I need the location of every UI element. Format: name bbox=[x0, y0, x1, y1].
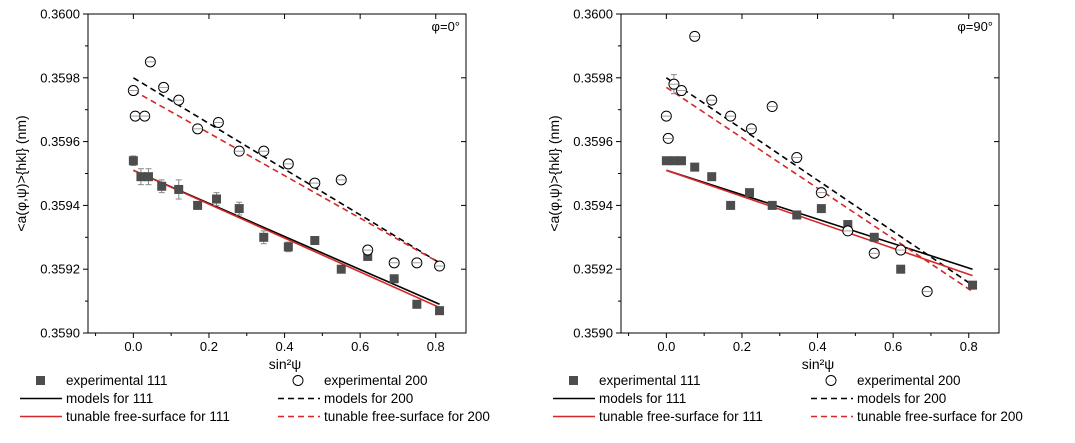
y-tick-label: 0.3592 bbox=[40, 262, 80, 277]
data-point-111 bbox=[234, 204, 244, 214]
legend-item-experimental-111: experimental 111 bbox=[36, 373, 168, 388]
y-tick-label: 0.3598 bbox=[573, 70, 613, 85]
y-tick-label: 0.3596 bbox=[573, 134, 613, 149]
y-tick-label: 0.3594 bbox=[573, 198, 613, 213]
data-point-111 bbox=[389, 274, 399, 284]
y-tick-label: 0.3600 bbox=[40, 7, 80, 22]
legend: experimental 111 experimental 200 models f… bbox=[553, 373, 1023, 424]
legend-swatch-square bbox=[569, 376, 578, 385]
data-point-111 bbox=[128, 156, 138, 166]
data-point-111 bbox=[283, 242, 293, 252]
x-tick-label: 0.4 bbox=[276, 339, 294, 354]
legend-label: experimental 200 bbox=[324, 373, 428, 388]
data-point-111 bbox=[968, 280, 978, 290]
fit-line-3 bbox=[665, 77, 973, 286]
legend-item-models-111: models for 111 bbox=[20, 391, 153, 406]
fit-line-2 bbox=[666, 169, 973, 270]
legend-item-models-200: models for 200 bbox=[811, 391, 946, 406]
data-point-111 bbox=[157, 181, 167, 191]
legend-label: models for 200 bbox=[324, 391, 413, 406]
x-axis-title: sin²ψ bbox=[802, 356, 835, 372]
data-point-111 bbox=[259, 232, 269, 242]
panel-phi-90: 0.0 0.2 0.4 0.6 0.8 0.3590 0.3592 0.3594 0.3596 0… bbox=[546, 7, 1023, 425]
legend-label: experimental 200 bbox=[857, 373, 961, 388]
legend-item-experimental-200: experimental 200 bbox=[825, 373, 961, 388]
data-point-111 bbox=[363, 251, 373, 261]
data-point-111 bbox=[143, 172, 153, 182]
y-tick-label: 0.3590 bbox=[573, 326, 613, 341]
x-tick-label: 0.8 bbox=[427, 339, 445, 354]
data-point-111 bbox=[896, 264, 906, 274]
legend-swatch-circle bbox=[825, 375, 837, 386]
data-point-111 bbox=[816, 204, 826, 214]
data-point-111 bbox=[435, 306, 445, 316]
data-point-111 bbox=[193, 200, 203, 210]
panel-phi-0: 0.0 0.2 0.4 0.6 0.8 0.3590 0.3592 0.3594 0.3596 0… bbox=[13, 7, 490, 425]
data-point-111 bbox=[310, 235, 320, 245]
y-axis-title: <a(φ,ψ)>{hkl} (nm) bbox=[546, 115, 562, 231]
y-tick-label: 0.3590 bbox=[40, 326, 80, 341]
y-tick-label: 0.3592 bbox=[573, 262, 613, 277]
phi-annotation: φ=0° bbox=[432, 19, 460, 34]
x-tick-label: 0.2 bbox=[733, 339, 751, 354]
data-point-111 bbox=[669, 156, 679, 166]
fit-line-5 bbox=[132, 89, 440, 264]
x-tick-label: 0.2 bbox=[200, 339, 218, 354]
x-axis-title: sin²ψ bbox=[269, 356, 302, 372]
data-point-111 bbox=[336, 264, 346, 274]
data-point-111 bbox=[212, 194, 222, 204]
legend-label: tunable free-surface for 200 bbox=[857, 409, 1023, 424]
legend-label: tunable free-surface for 111 bbox=[599, 409, 763, 424]
y-axis-title: <a(φ,ψ)>{hkl} (nm) bbox=[13, 115, 29, 231]
legend-label: models for 111 bbox=[66, 391, 153, 406]
fit-line-4 bbox=[133, 169, 440, 309]
legend-swatch-circle bbox=[292, 375, 304, 386]
data-point-111 bbox=[174, 184, 184, 194]
x-tick-label: 0.0 bbox=[657, 339, 675, 354]
legend-item-tunable-200: tunable free-surface for 200 bbox=[278, 409, 490, 424]
legend-label: models for 111 bbox=[599, 391, 686, 406]
x-tick-label: 0.6 bbox=[884, 339, 902, 354]
data-point-111 bbox=[661, 156, 671, 166]
legend-label: tunable free-surface for 111 bbox=[66, 409, 230, 424]
y-tick-label: 0.3600 bbox=[573, 7, 613, 22]
data-point-111 bbox=[707, 172, 717, 182]
x-tick-label: 0.4 bbox=[809, 339, 827, 354]
legend-item-experimental-200: experimental 200 bbox=[292, 373, 428, 388]
data-point-111 bbox=[843, 220, 853, 230]
y-tick-label: 0.3598 bbox=[40, 70, 80, 85]
legend-item-tunable-200: tunable free-surface for 200 bbox=[811, 409, 1023, 424]
data-point-111 bbox=[869, 232, 879, 242]
legend-label: tunable free-surface for 200 bbox=[324, 409, 490, 424]
data-point-111 bbox=[726, 200, 736, 210]
data-point-111 bbox=[745, 188, 755, 198]
legend: experimental 111 experimental 200 models f… bbox=[20, 373, 490, 424]
x-tick-label: 0.6 bbox=[351, 339, 369, 354]
data-point-111 bbox=[412, 299, 422, 309]
legend-item-models-200: models for 200 bbox=[278, 391, 413, 406]
phi-annotation: φ=90° bbox=[957, 19, 993, 34]
data-point-111 bbox=[792, 210, 802, 220]
legend-label: experimental 111 bbox=[66, 373, 168, 388]
data-point-111 bbox=[136, 172, 146, 182]
legend-item-tunable-111: tunable free-surface for 111 bbox=[20, 409, 230, 424]
x-tick-label: 0.0 bbox=[124, 339, 142, 354]
data-point-111 bbox=[690, 162, 700, 172]
legend-item-tunable-111: tunable free-surface for 111 bbox=[553, 409, 763, 424]
data-point-111 bbox=[767, 200, 777, 210]
y-tick-label: 0.3596 bbox=[40, 134, 80, 149]
legend-item-models-111: models for 111 bbox=[553, 391, 686, 406]
legend-item-experimental-111: experimental 111 bbox=[569, 373, 701, 388]
legend-swatch-square bbox=[36, 376, 45, 385]
y-tick-label: 0.3594 bbox=[40, 198, 80, 213]
legend-label: experimental 111 bbox=[599, 373, 701, 388]
fit-line-4 bbox=[666, 169, 973, 277]
x-tick-label: 0.8 bbox=[960, 339, 978, 354]
data-point-111 bbox=[676, 156, 686, 166]
legend-label: models for 200 bbox=[857, 391, 946, 406]
